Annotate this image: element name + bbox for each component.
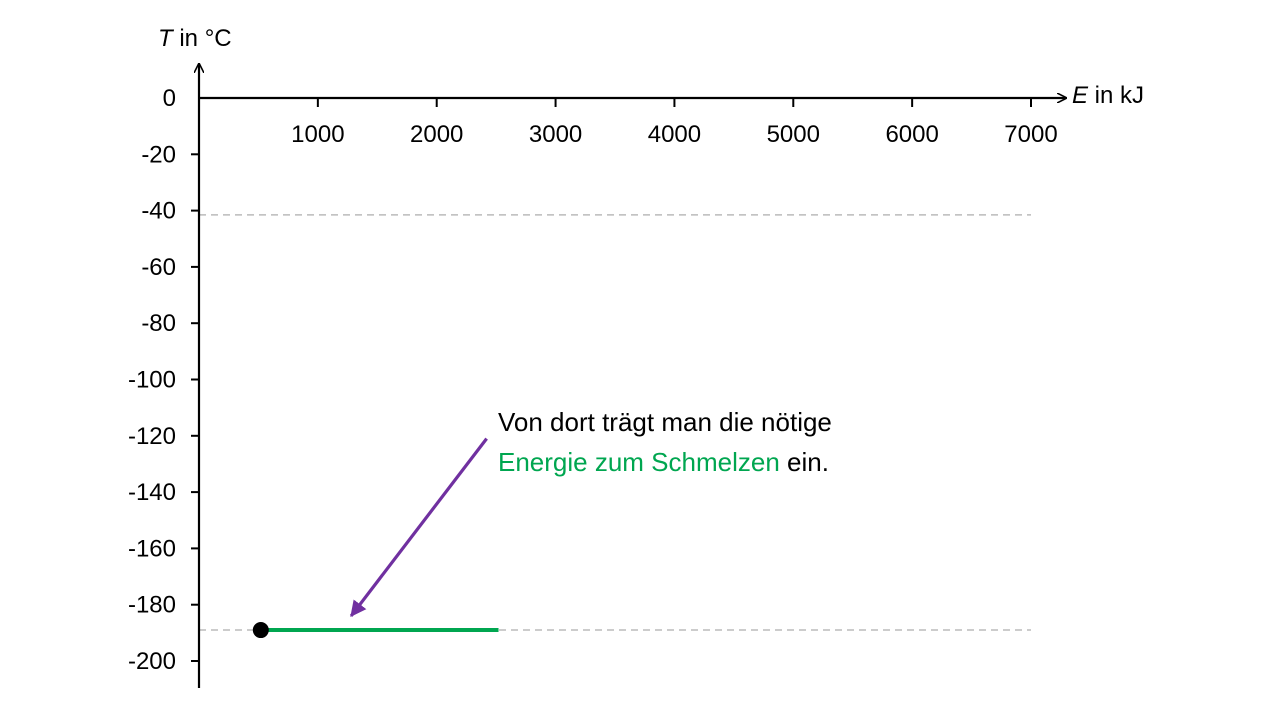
y-tick-label--40: -40 [141, 198, 176, 225]
x-tick-label-5000: 5000 [767, 121, 820, 148]
axis-titles: T in °C E in kJ [158, 25, 1144, 109]
x-tick-label-1000: 1000 [291, 121, 344, 148]
ticks: 1000 2000 3000 4000 5000 6000 7000 0 -20 -40 -60 -8… [128, 85, 1058, 675]
series [252, 622, 499, 639]
annotation-arrows [349, 437, 488, 618]
annotation-line-1: Von dort trägt man die nötige [498, 407, 832, 437]
y-tick-label-0: 0 [163, 85, 176, 112]
x-tick-label-7000: 7000 [1004, 121, 1057, 148]
y-tick-label--80: -80 [141, 310, 176, 337]
y-tick-label--200: -200 [128, 648, 176, 675]
y-axis-title: T in °C [158, 25, 232, 52]
annotation-line-2: Energie zum Schmelzen ein. [498, 442, 928, 482]
start-point [252, 622, 269, 639]
y-tick-label--100: -100 [128, 367, 176, 394]
annotation-text: Von dort trägt man die nötige Energie zu… [498, 402, 928, 482]
axes [199, 64, 1066, 688]
x-axis-unit: in kJ [1088, 82, 1144, 109]
x-tick-label-3000: 3000 [529, 121, 582, 148]
annotation-line-2-rest: ein. [779, 447, 829, 477]
y-tick-label--180: -180 [128, 592, 176, 619]
y-tick-label--160: -160 [128, 535, 176, 562]
y-tick-label--140: -140 [128, 479, 176, 506]
x-tick-label-4000: 4000 [648, 121, 701, 148]
y-axis-unit: in °C [173, 25, 232, 52]
annotation-highlight: Energie zum Schmelzen [498, 447, 780, 477]
x-axis-title: E in kJ [1072, 82, 1144, 109]
y-tick-label--20: -20 [141, 141, 176, 168]
annotation-arrow [349, 437, 488, 618]
y-tick-label--120: -120 [128, 423, 176, 450]
y-axis-variable: T [158, 25, 175, 52]
x-axis-variable: E [1072, 82, 1089, 109]
x-tick-label-6000: 6000 [885, 121, 938, 148]
x-tick-label-2000: 2000 [410, 121, 463, 148]
y-tick-label--60: -60 [141, 254, 176, 281]
